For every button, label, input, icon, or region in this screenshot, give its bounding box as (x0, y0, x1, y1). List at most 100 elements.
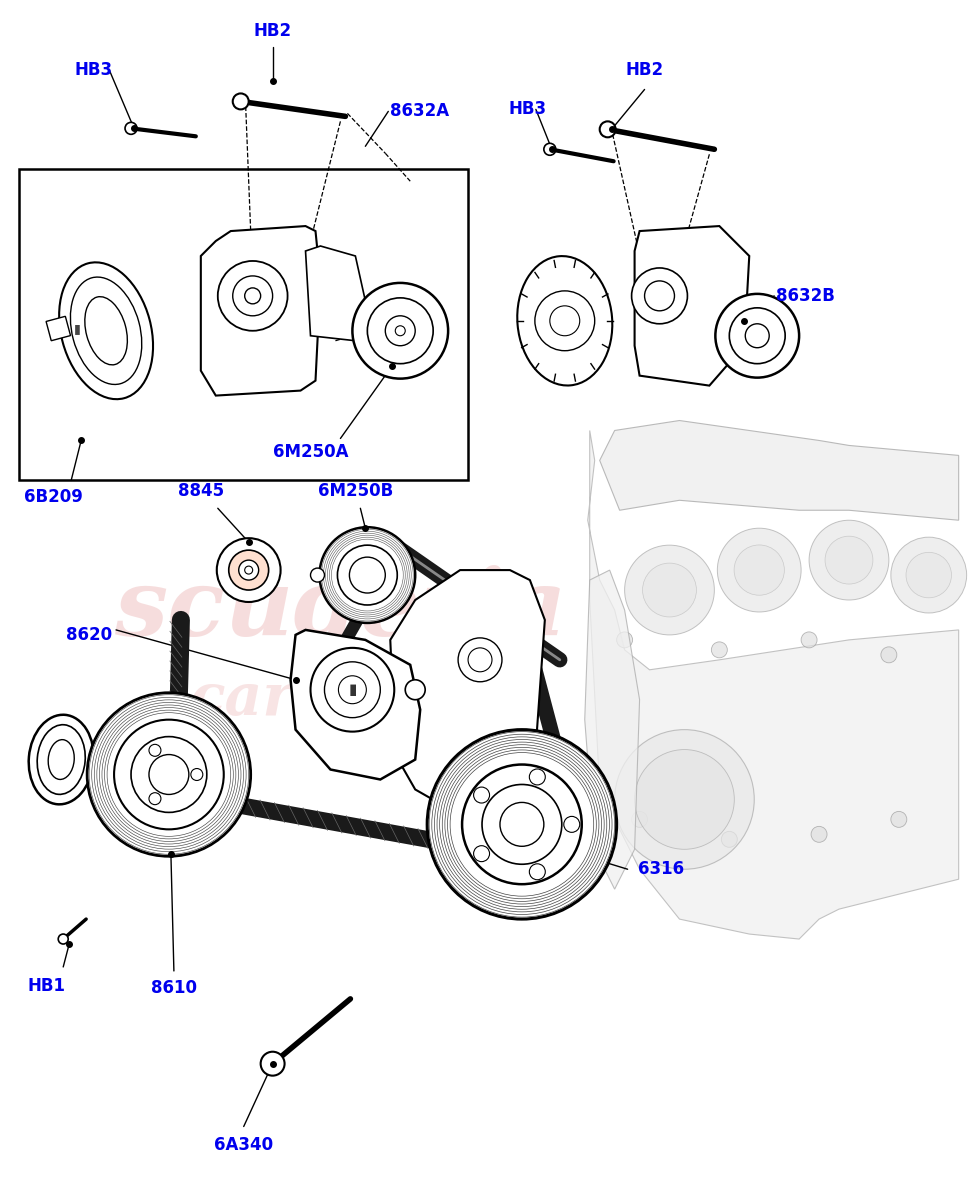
Circle shape (891, 811, 907, 827)
Ellipse shape (517, 256, 612, 385)
Circle shape (711, 642, 727, 658)
Ellipse shape (71, 277, 142, 384)
Circle shape (311, 648, 394, 732)
Circle shape (395, 325, 406, 336)
Polygon shape (201, 226, 320, 396)
Text: ▮: ▮ (348, 683, 357, 697)
Circle shape (353, 283, 448, 379)
Polygon shape (588, 431, 958, 940)
Circle shape (811, 827, 827, 842)
Circle shape (458, 638, 502, 682)
Circle shape (500, 803, 544, 846)
Ellipse shape (37, 725, 85, 794)
Polygon shape (306, 246, 366, 341)
Text: scuderia: scuderia (114, 565, 566, 655)
Circle shape (319, 527, 416, 623)
Circle shape (891, 538, 966, 613)
Circle shape (614, 730, 755, 869)
Circle shape (125, 122, 137, 134)
Circle shape (218, 260, 287, 331)
Circle shape (715, 294, 799, 378)
Circle shape (825, 536, 873, 584)
Text: 8610: 8610 (151, 979, 197, 997)
Polygon shape (390, 570, 545, 810)
Circle shape (734, 545, 784, 595)
Ellipse shape (59, 263, 153, 400)
Circle shape (239, 560, 259, 580)
Circle shape (261, 1051, 284, 1075)
Circle shape (245, 288, 261, 304)
Circle shape (881, 647, 897, 662)
Circle shape (529, 864, 545, 880)
Circle shape (482, 785, 562, 864)
Circle shape (745, 324, 769, 348)
Circle shape (616, 632, 633, 648)
Circle shape (729, 308, 785, 364)
Circle shape (149, 793, 161, 805)
Circle shape (228, 550, 269, 590)
Circle shape (473, 846, 490, 862)
Circle shape (427, 730, 616, 919)
Circle shape (635, 750, 734, 850)
Text: 6316: 6316 (638, 860, 684, 878)
Text: HB2: HB2 (254, 22, 292, 40)
Circle shape (232, 276, 272, 316)
Circle shape (245, 566, 253, 574)
Circle shape (87, 692, 251, 857)
Circle shape (191, 768, 203, 780)
Circle shape (324, 662, 380, 718)
Circle shape (473, 787, 490, 803)
Ellipse shape (28, 715, 94, 804)
Ellipse shape (85, 296, 127, 365)
Circle shape (631, 811, 648, 827)
Circle shape (624, 545, 714, 635)
Text: 6M250A: 6M250A (272, 444, 348, 462)
Circle shape (337, 545, 397, 605)
Text: 6A340: 6A340 (215, 1136, 273, 1154)
Text: 6B209: 6B209 (24, 488, 82, 506)
Circle shape (801, 632, 817, 648)
Polygon shape (635, 226, 750, 385)
Circle shape (311, 568, 324, 582)
Circle shape (406, 679, 425, 700)
Circle shape (717, 528, 801, 612)
Text: HB2: HB2 (625, 61, 663, 79)
Circle shape (149, 744, 161, 756)
Circle shape (217, 538, 280, 602)
Circle shape (58, 934, 69, 944)
Circle shape (550, 306, 580, 336)
Circle shape (131, 737, 207, 812)
Circle shape (564, 816, 580, 833)
Circle shape (906, 552, 952, 598)
Circle shape (114, 720, 223, 829)
Circle shape (232, 94, 249, 109)
Polygon shape (600, 420, 958, 521)
Polygon shape (585, 570, 640, 889)
Circle shape (631, 268, 687, 324)
Bar (20, 169, 468, 480)
Ellipse shape (48, 739, 74, 780)
Circle shape (721, 832, 737, 847)
Polygon shape (290, 630, 420, 780)
Circle shape (645, 281, 674, 311)
Text: HB3: HB3 (74, 60, 112, 78)
Circle shape (529, 769, 545, 785)
Circle shape (643, 563, 697, 617)
Text: 8620: 8620 (66, 626, 112, 644)
Circle shape (350, 557, 385, 593)
Text: 8632A: 8632A (390, 102, 450, 120)
Circle shape (149, 755, 189, 794)
Circle shape (544, 143, 556, 155)
Circle shape (463, 764, 582, 884)
Text: HB1: HB1 (27, 977, 66, 995)
Text: 8845: 8845 (177, 482, 223, 500)
Text: 6M250B: 6M250B (318, 482, 393, 500)
Text: HB3: HB3 (509, 101, 547, 119)
Circle shape (809, 521, 889, 600)
Text: car: car (188, 672, 293, 728)
Text: ▮: ▮ (74, 323, 80, 335)
Circle shape (385, 316, 416, 346)
Text: 8632B: 8632B (776, 287, 835, 305)
Circle shape (535, 290, 595, 350)
Circle shape (368, 298, 433, 364)
